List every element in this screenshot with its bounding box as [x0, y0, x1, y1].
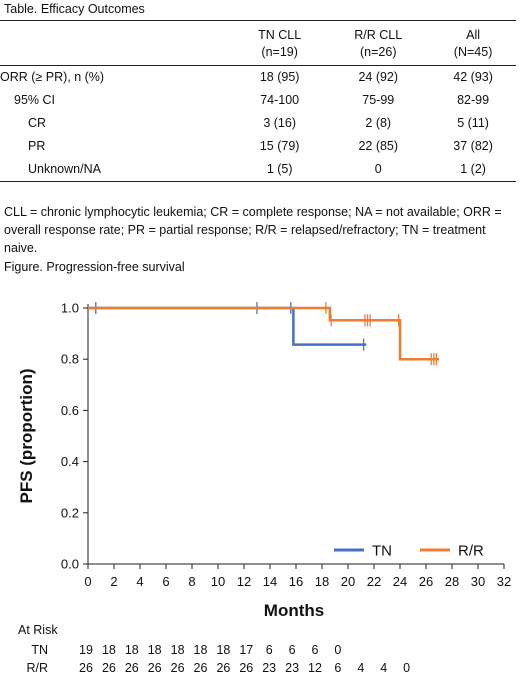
x-tick-label: 22 — [367, 574, 381, 589]
at-risk-value-tn: 0 — [334, 643, 341, 657]
cell-rr: 75-99 — [362, 93, 395, 107]
at-risk-value-tn: 18 — [125, 643, 139, 657]
column-header-n — [0, 44, 233, 66]
y-tick-label: 0.2 — [61, 505, 79, 520]
table-row: 95% CI 74-100 75-99 82-99 — [0, 89, 516, 112]
efficacy-table: TN CLL R/R CLL All (n=19) (n=26) (N=45) … — [0, 20, 516, 182]
y-tick-label: 0.6 — [61, 403, 79, 418]
x-tick-label: 20 — [341, 574, 355, 589]
column-header-n: (N=45) — [430, 44, 516, 66]
x-tick-label: 2 — [110, 574, 117, 589]
cell-tn: 1 (5) — [233, 158, 327, 182]
table-row: ORR (≥ PR), n (%) 18 (95) 24 (92) 42 (93… — [0, 66, 516, 90]
table-footnote: CLL = chronic lymphocytic leukemia; CR =… — [4, 205, 502, 255]
at-risk-value-r-r: 26 — [239, 661, 253, 675]
at-risk-value-tn: 18 — [216, 643, 230, 657]
cell-all: 1 (2) — [430, 158, 516, 182]
x-tick-label: 10 — [211, 574, 225, 589]
table-row: Unknown/NA 1 (5) 0 1 (2) — [0, 158, 516, 182]
column-header: All — [466, 28, 481, 42]
cell-rr: 0 — [326, 158, 431, 182]
at-risk-value-tn: 17 — [239, 643, 253, 657]
at-risk-value-tn: 6 — [266, 643, 273, 657]
y-tick-label: 0.0 — [61, 557, 79, 572]
x-tick-label: 30 — [471, 574, 485, 589]
table-header-row: TN CLL R/R CLL All — [0, 21, 516, 45]
km-curve-r-r — [88, 306, 439, 361]
at-risk-title: At Risk — [18, 623, 58, 637]
cell-tn: 18 (95) — [259, 70, 300, 84]
at-risk-value-tn: 18 — [102, 643, 116, 657]
at-risk-value-r-r: 26 — [171, 661, 185, 675]
y-tick-label: 0.4 — [61, 454, 79, 469]
at-risk-value-r-r: 4 — [380, 661, 387, 675]
cell-rr: 24 (92) — [358, 70, 399, 84]
cell-tn: 74-100 — [260, 93, 300, 107]
x-tick-label: 4 — [136, 574, 143, 589]
at-risk-value-r-r: 26 — [102, 661, 116, 675]
table-row: CR 3 (16) 2 (8) 5 (11) — [0, 112, 516, 135]
figure-title: Figure. Progression-free survival — [4, 260, 185, 274]
column-header: TN CLL — [258, 28, 302, 42]
x-tick-label: 18 — [315, 574, 329, 589]
row-label: Unknown/NA — [0, 158, 233, 182]
x-tick-label: 14 — [263, 574, 277, 589]
x-tick-label: 26 — [419, 574, 433, 589]
y-axis-label: PFS (proportion) — [17, 368, 36, 503]
legend-label-r-r: R/R — [458, 543, 484, 560]
at-risk-value-r-r: 6 — [334, 661, 341, 675]
at-risk-value-r-r: 26 — [216, 661, 230, 675]
row-label: CR — [28, 116, 47, 130]
y-tick-label: 1.0 — [61, 301, 79, 316]
at-risk-value-r-r: 26 — [125, 661, 139, 675]
at-risk-value-tn: 18 — [148, 643, 162, 657]
at-risk-row-label-r-r: R/R — [26, 661, 48, 675]
x-tick-label: 0 — [84, 574, 91, 589]
column-header-n: (n=19) — [233, 44, 327, 66]
at-risk-value-tn: 18 — [171, 643, 185, 657]
cell-tn: 3 (16) — [263, 116, 296, 130]
at-risk-value-r-r: 12 — [308, 661, 322, 675]
at-risk-value-r-r: 26 — [79, 661, 93, 675]
table-row: PR 15 (79) 22 (85) 37 (82) — [0, 135, 516, 158]
x-tick-label: 16 — [289, 574, 303, 589]
x-axis-label: Months — [264, 601, 324, 620]
x-tick-label: 32 — [497, 574, 511, 589]
row-label: PR — [28, 139, 46, 153]
cell-all: 82-99 — [457, 93, 490, 107]
cell-all: 37 (82) — [453, 139, 493, 153]
table-header-row: (n=19) (n=26) (N=45) — [0, 44, 516, 66]
at-risk-value-tn: 6 — [289, 643, 296, 657]
at-risk-value-tn: 19 — [79, 643, 93, 657]
x-tick-label: 6 — [162, 574, 169, 589]
at-risk-value-tn: 6 — [312, 643, 319, 657]
cell-rr: 2 (8) — [365, 116, 392, 130]
column-header: R/R CLL — [354, 28, 403, 42]
x-tick-label: 8 — [188, 574, 195, 589]
column-header — [0, 21, 233, 45]
row-label: 95% CI — [14, 93, 55, 107]
y-tick-label: 0.8 — [61, 352, 79, 367]
at-risk-value-tn: 18 — [194, 643, 208, 657]
row-label: ORR (≥ PR), n (%) — [0, 70, 105, 84]
pfs-chart: 0.00.20.40.60.81.00 2 4 6 8 10 12 14 16 18 20 22 24 2… — [17, 301, 511, 676]
cell-tn: 15 (79) — [259, 139, 300, 153]
at-risk-row-label-tn: TN — [31, 643, 48, 657]
cell-all: 5 (11) — [457, 116, 489, 130]
x-tick-label: 24 — [393, 574, 407, 589]
x-tick-label: 28 — [445, 574, 459, 589]
x-tick-label: 12 — [237, 574, 251, 589]
at-risk-value-r-r: 0 — [403, 661, 410, 675]
table-title: Table. Efficacy Outcomes — [4, 2, 145, 16]
at-risk-value-r-r: 23 — [285, 661, 299, 675]
cell-all: 42 (93) — [453, 70, 493, 84]
at-risk-value-r-r: 23 — [262, 661, 276, 675]
legend-label-tn: TN — [372, 543, 392, 560]
at-risk-value-r-r: 26 — [194, 661, 208, 675]
at-risk-value-r-r: 4 — [357, 661, 364, 675]
km-curve-tn — [88, 306, 367, 346]
at-risk-value-r-r: 26 — [148, 661, 162, 675]
column-header-n: (n=26) — [326, 44, 431, 66]
cell-rr: 22 (85) — [358, 139, 399, 153]
